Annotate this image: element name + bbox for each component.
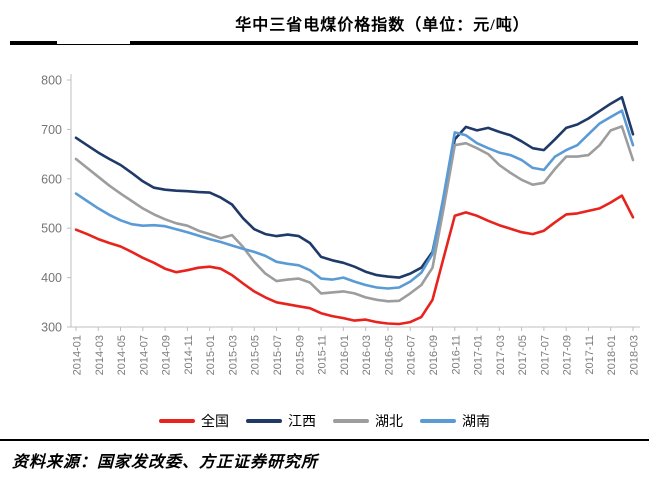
source-note: 资料来源：国家发改委、方正证券研究所 [12,454,319,471]
x-tick-label: 2018-03 [629,335,641,375]
chart-canvas: 300 400 500 600 700 800 2014-01 2014-03 2014-05 2… [41,74,641,376]
x-tick-label: 2015-07 [272,335,284,375]
x-tick-label: 2016-05 [383,335,395,375]
header-rule-thick-left [10,41,57,45]
x-tick-label: 2017-09 [562,335,574,375]
x-tick-label: 2015-09 [294,335,306,375]
x-tick-label: 2015-05 [250,335,262,375]
legend-item-jiangxi: 江西 [246,411,316,431]
x-tick-label: 2017-05 [517,335,529,375]
x-tick-label: 2014-11 [183,335,195,375]
y-tick-label: 400 [41,271,62,285]
x-tick-label: 2017-03 [495,335,507,375]
x-tick-label: 2016-01 [339,335,351,375]
series-line-hunan [74,109,635,290]
legend-item-national: 全国 [159,411,229,431]
series-line-jiangxi [74,95,635,279]
series-line-national [74,194,635,326]
y-tick-label: 500 [41,222,62,236]
legend-label-hunan: 湖南 [462,415,490,430]
legend-swatch-hunan [420,419,456,423]
footer-rule [0,439,649,441]
legend-swatch-national [159,419,195,423]
x-tick-label: 2015-01 [205,335,217,375]
y-tick-label: 300 [41,321,62,335]
x-tick-label: 2017-07 [539,335,551,375]
header-rule-thick-right [130,41,638,45]
x-tick-label: 2017-11 [584,335,596,375]
x-tick-label: 2014-09 [161,335,173,375]
y-tick-label: 600 [41,172,62,186]
x-tick-label: 2015-11 [317,335,329,375]
line-chart: 300 400 500 600 700 800 2014-01 2014-03 2014-05 2… [0,50,649,408]
legend-label-jiangxi: 江西 [288,415,316,430]
chart-legend: 全国 江西 湖北 湖南 [0,411,649,431]
x-tick-label: 2016-03 [361,335,373,375]
x-tick-label: 2017-01 [473,335,485,375]
legend-item-hubei: 湖北 [333,411,403,431]
legend-swatch-hubei [333,419,369,423]
legend-label-hubei: 湖北 [375,415,403,430]
series-line-hubei [74,125,635,303]
chart-title: 华中三省电煤价格指数（单位：元/吨） [235,17,530,34]
x-tick-label: 2016-07 [406,335,418,375]
x-tick-label: 2016-11 [450,335,462,375]
x-tick-label: 2016-09 [428,335,440,375]
legend-label-national: 全国 [201,415,229,430]
legend-swatch-jiangxi [246,419,282,423]
y-tick-label: 800 [41,74,62,88]
y-tick-label: 700 [41,123,62,137]
x-tick-label: 2015-03 [227,335,239,375]
x-tick-label: 2014-05 [116,335,128,375]
x-tick-label: 2014-01 [72,335,84,375]
x-tick-label: 2018-01 [606,335,618,375]
x-tick-label: 2014-07 [138,335,150,375]
legend-item-hunan: 湖南 [420,411,490,431]
x-tick-label: 2014-03 [94,335,106,375]
